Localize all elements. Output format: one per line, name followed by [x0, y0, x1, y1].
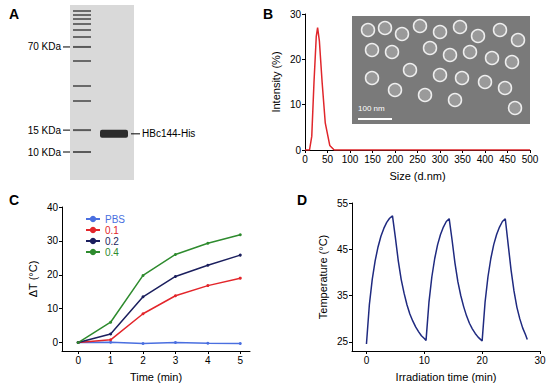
svg-text:400: 400 [477, 154, 494, 165]
svg-text:200: 200 [387, 154, 404, 165]
svg-text:Intensity (%): Intensity (%) [270, 51, 282, 112]
svg-text:30: 30 [47, 235, 59, 246]
svg-text:0: 0 [302, 154, 308, 165]
svg-text:Time (min): Time (min) [130, 371, 182, 383]
svg-text:ΔT (°C): ΔT (°C) [27, 261, 39, 298]
svg-text:0.1: 0.1 [105, 225, 119, 236]
svg-text:D: D [297, 192, 307, 208]
svg-text:450: 450 [499, 154, 516, 165]
svg-text:20: 20 [290, 54, 302, 65]
svg-text:50: 50 [322, 154, 334, 165]
svg-text:10: 10 [47, 303, 59, 314]
svg-text:PBS: PBS [105, 214, 125, 225]
svg-text:0: 0 [364, 355, 370, 366]
svg-text:Size (d.nm): Size (d.nm) [389, 170, 445, 182]
svg-text:10 KDa: 10 KDa [28, 147, 62, 158]
svg-text:30: 30 [534, 355, 546, 366]
svg-text:4: 4 [205, 355, 211, 366]
svg-text:5: 5 [237, 355, 243, 366]
svg-text:70 KDa: 70 KDa [28, 41, 62, 52]
svg-text:HBc144-His: HBc144-His [142, 128, 195, 139]
svg-text:45: 45 [337, 244, 349, 255]
svg-text:0.2: 0.2 [105, 236, 119, 247]
svg-text:20: 20 [477, 355, 489, 366]
svg-text:250: 250 [409, 154, 426, 165]
svg-text:300: 300 [432, 154, 449, 165]
svg-text:B: B [263, 6, 273, 22]
svg-text:1: 1 [108, 355, 114, 366]
svg-text:40: 40 [47, 202, 59, 213]
svg-text:25: 25 [337, 336, 349, 347]
svg-text:10: 10 [419, 355, 431, 366]
svg-text:10: 10 [290, 99, 302, 110]
svg-text:55: 55 [337, 198, 349, 209]
svg-text:A: A [9, 6, 19, 22]
svg-text:C: C [9, 192, 19, 208]
svg-text:15 KDa: 15 KDa [28, 125, 62, 136]
svg-text:2: 2 [140, 355, 146, 366]
svg-text:Temperature (°C): Temperature (°C) [317, 235, 329, 319]
svg-text:0: 0 [52, 337, 58, 348]
svg-text:100: 100 [342, 154, 359, 165]
svg-text:0.4: 0.4 [105, 247, 119, 258]
svg-text:20: 20 [47, 269, 59, 280]
svg-text:350: 350 [454, 154, 471, 165]
svg-text:3: 3 [173, 355, 179, 366]
svg-text:500: 500 [522, 154, 539, 165]
svg-text:150: 150 [364, 154, 381, 165]
svg-text:35: 35 [337, 290, 349, 301]
svg-text:Irradiation time (min): Irradiation time (min) [396, 371, 497, 383]
svg-text:0: 0 [75, 355, 81, 366]
svg-text:0: 0 [295, 145, 301, 156]
svg-text:100 nm: 100 nm [358, 104, 385, 113]
svg-text:30: 30 [290, 9, 302, 20]
